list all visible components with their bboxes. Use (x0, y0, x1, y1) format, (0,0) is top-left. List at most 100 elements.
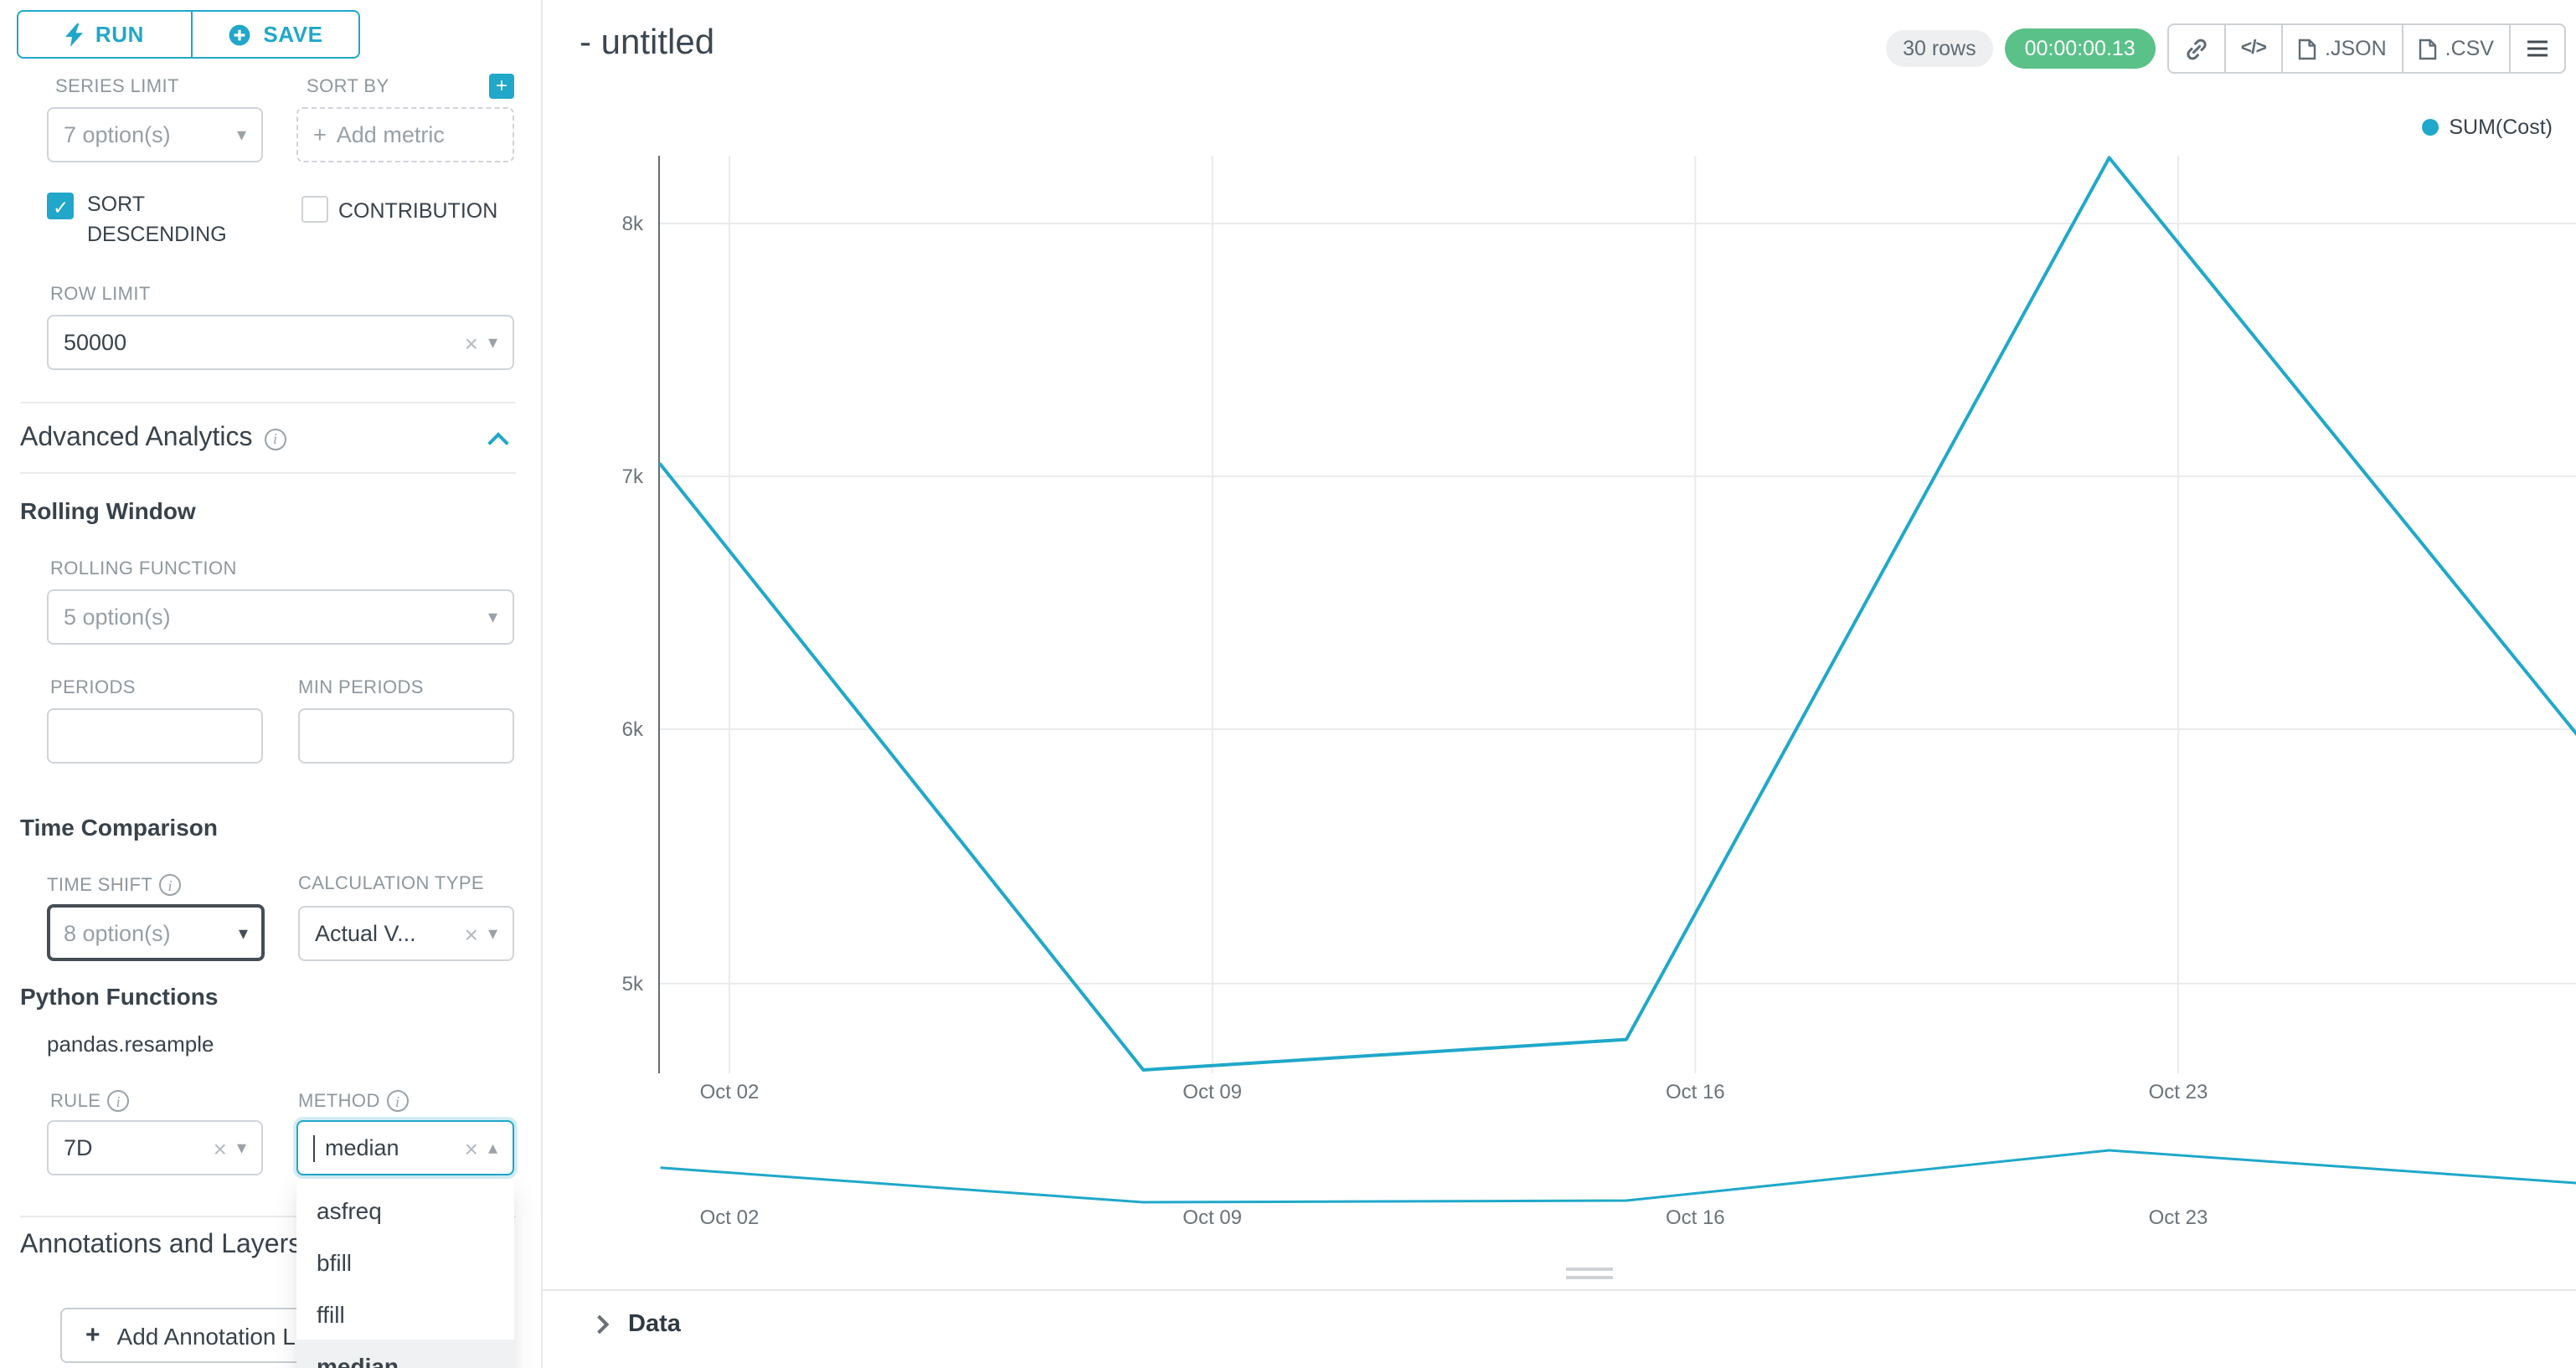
method-option-bfill[interactable]: bfill (296, 1236, 514, 1288)
query-timer-badge: 00:00:00.13 (2004, 28, 2156, 69)
file-icon (2419, 38, 2436, 59)
contribution-checkbox[interactable] (301, 196, 328, 223)
text-cursor (313, 1134, 315, 1161)
advanced-analytics-title: Advanced Analytics (20, 424, 253, 452)
file-icon (2298, 38, 2316, 59)
run-label: RUN (95, 22, 145, 47)
rolling-function-label: ROLLING FUNCTION (50, 559, 237, 579)
method-label-text: METHOD (298, 1091, 380, 1111)
time-comparison-heading: Time Comparison (20, 814, 218, 841)
method-option-asfreq[interactable]: asfreq (296, 1184, 514, 1236)
json-label: .JSON (2325, 37, 2387, 60)
line-chart[interactable]: 8k 7k 6k 5k Oct 02 Oct 09 Oct 16 Oct 23 Oct 02 Oc… (543, 0, 2576, 1247)
run-button[interactable]: RUN (17, 10, 193, 59)
code-icon: </> (2240, 39, 2267, 59)
row-limit-label: ROW LIMIT (50, 285, 151, 305)
advanced-analytics-heading: Advanced Analytics i (20, 424, 286, 454)
plus-icon: + (313, 122, 327, 147)
row-limit-select[interactable]: 50000 × ▾ (47, 315, 514, 370)
rows-count-badge: 30 rows (1886, 30, 1993, 67)
control-panel: RUN SAVE SERIES LIMIT SORT BY + 7 option… (0, 0, 543, 1368)
rule-label: RULE i (50, 1090, 130, 1112)
series-limit-value: 7 option(s) (64, 122, 171, 147)
chart-header-controls: 30 rows 00:00:00.13 </> .JSON (1886, 23, 2566, 74)
copy-link-button[interactable] (2166, 23, 2226, 74)
info-icon: i (386, 1090, 409, 1112)
series-limit-select[interactable]: 7 option(s) ▾ (47, 107, 263, 162)
periods-input[interactable] (47, 708, 263, 764)
link-icon (2187, 38, 2207, 59)
mini-x-axis-tick: Oct 23 (2149, 1206, 2208, 1229)
rule-value: 7D (64, 1135, 93, 1160)
rule-select[interactable]: 7D × ▾ (47, 1120, 263, 1175)
y-axis-tick: 5k (622, 973, 644, 995)
rolling-window-heading: Rolling Window (20, 497, 196, 524)
contribution-label: CONTRIBUTION (338, 199, 498, 223)
time-shift-select[interactable]: 8 option(s) ▾ (47, 904, 265, 961)
divider (543, 1289, 2576, 1291)
info-icon: i (264, 428, 286, 450)
method-select[interactable]: median × ▴ (296, 1120, 514, 1175)
annotations-heading: Annotations and Layers (20, 1231, 302, 1259)
divider (20, 1216, 516, 1217)
data-panel-toggle[interactable]: Data (590, 1311, 681, 1338)
collapse-section-button[interactable] (487, 432, 509, 454)
rolling-function-select[interactable]: 5 option(s) ▾ (47, 589, 514, 645)
mini-x-axis-tick: Oct 09 (1182, 1206, 1242, 1229)
sort-by-add-metric[interactable]: + Add metric (296, 107, 514, 162)
sort-descending-checkbox[interactable] (47, 193, 74, 219)
save-button[interactable]: SAVE (191, 10, 360, 59)
run-save-group: RUN SAVE (17, 10, 360, 59)
embed-code-button[interactable]: </> (2223, 23, 2283, 74)
method-dropdown: asfreq bfill ffill median (296, 1179, 514, 1368)
hamburger-icon (2527, 40, 2548, 57)
python-functions-heading: Python Functions (20, 983, 219, 1010)
x-axis-tick: Oct 16 (1666, 1081, 1725, 1103)
divider (20, 472, 516, 474)
resize-grip[interactable] (1566, 1268, 1613, 1284)
chevron-down-icon: ▾ (487, 333, 497, 353)
chevron-up-icon: ▴ (487, 1139, 497, 1159)
y-axis-tick: 6k (622, 718, 644, 741)
legend-dot (2422, 119, 2439, 136)
clear-icon[interactable]: × (464, 920, 478, 947)
row-limit-value: 50000 (64, 330, 127, 355)
periods-label: PERIODS (50, 678, 136, 698)
method-label: METHOD i (298, 1090, 409, 1112)
calculation-type-value: Actual V... (315, 921, 416, 946)
method-value: median (325, 1135, 399, 1160)
plus-icon: + (85, 1321, 100, 1350)
line-series[interactable] (658, 156, 2576, 1072)
sort-by-label: SORT BY (307, 77, 389, 97)
x-axis-tick: Oct 09 (1182, 1081, 1242, 1103)
y-axis-tick: 7k (622, 465, 644, 488)
chevron-right-icon (590, 1314, 610, 1335)
clear-icon[interactable]: × (464, 329, 478, 356)
method-option-ffill[interactable]: ffill (296, 1288, 514, 1340)
method-option-median[interactable]: median (296, 1340, 514, 1368)
menu-button[interactable] (2509, 23, 2566, 74)
add-metric-plus-button[interactable]: + (489, 74, 514, 99)
info-icon: i (159, 874, 182, 896)
chevron-down-icon: ▾ (236, 1139, 246, 1159)
mini-line-series[interactable] (660, 1149, 2576, 1204)
rule-label-text: RULE (50, 1091, 101, 1111)
mini-x-axis-tick: Oct 16 (1666, 1206, 1725, 1229)
clear-icon[interactable]: × (464, 1134, 478, 1161)
export-csv-button[interactable]: .CSV (2401, 23, 2511, 74)
save-label: SAVE (263, 22, 323, 47)
plus-circle-icon (229, 23, 250, 45)
grip-line (1566, 1276, 1613, 1279)
info-icon: i (107, 1090, 130, 1112)
time-shift-label-text: TIME SHIFT (47, 875, 153, 895)
mini-x-axis-tick: Oct 02 (700, 1206, 760, 1229)
chevron-up-icon (487, 432, 509, 454)
data-panel-label: Data (628, 1311, 681, 1338)
legend-item[interactable]: SUM(Cost) (2422, 116, 2553, 139)
time-shift-label: TIME SHIFT i (47, 874, 182, 896)
sort-descending-label: SORT DESCENDING (87, 193, 227, 246)
calculation-type-select[interactable]: Actual V... × ▾ (298, 906, 514, 961)
min-periods-input[interactable] (298, 708, 514, 764)
clear-icon[interactable]: × (213, 1134, 227, 1161)
export-json-button[interactable]: .JSON (2281, 23, 2403, 74)
